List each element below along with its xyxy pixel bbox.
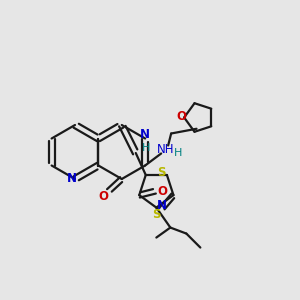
Text: N: N <box>157 199 167 212</box>
Text: N: N <box>67 172 77 185</box>
Text: O: O <box>176 110 186 123</box>
Text: H: H <box>174 148 182 158</box>
Text: N: N <box>140 128 150 141</box>
Text: O: O <box>99 190 109 202</box>
Text: NH: NH <box>156 143 174 156</box>
Text: S: S <box>157 167 165 179</box>
Text: S: S <box>152 208 161 220</box>
Text: O: O <box>157 184 167 198</box>
Text: H: H <box>142 143 150 153</box>
